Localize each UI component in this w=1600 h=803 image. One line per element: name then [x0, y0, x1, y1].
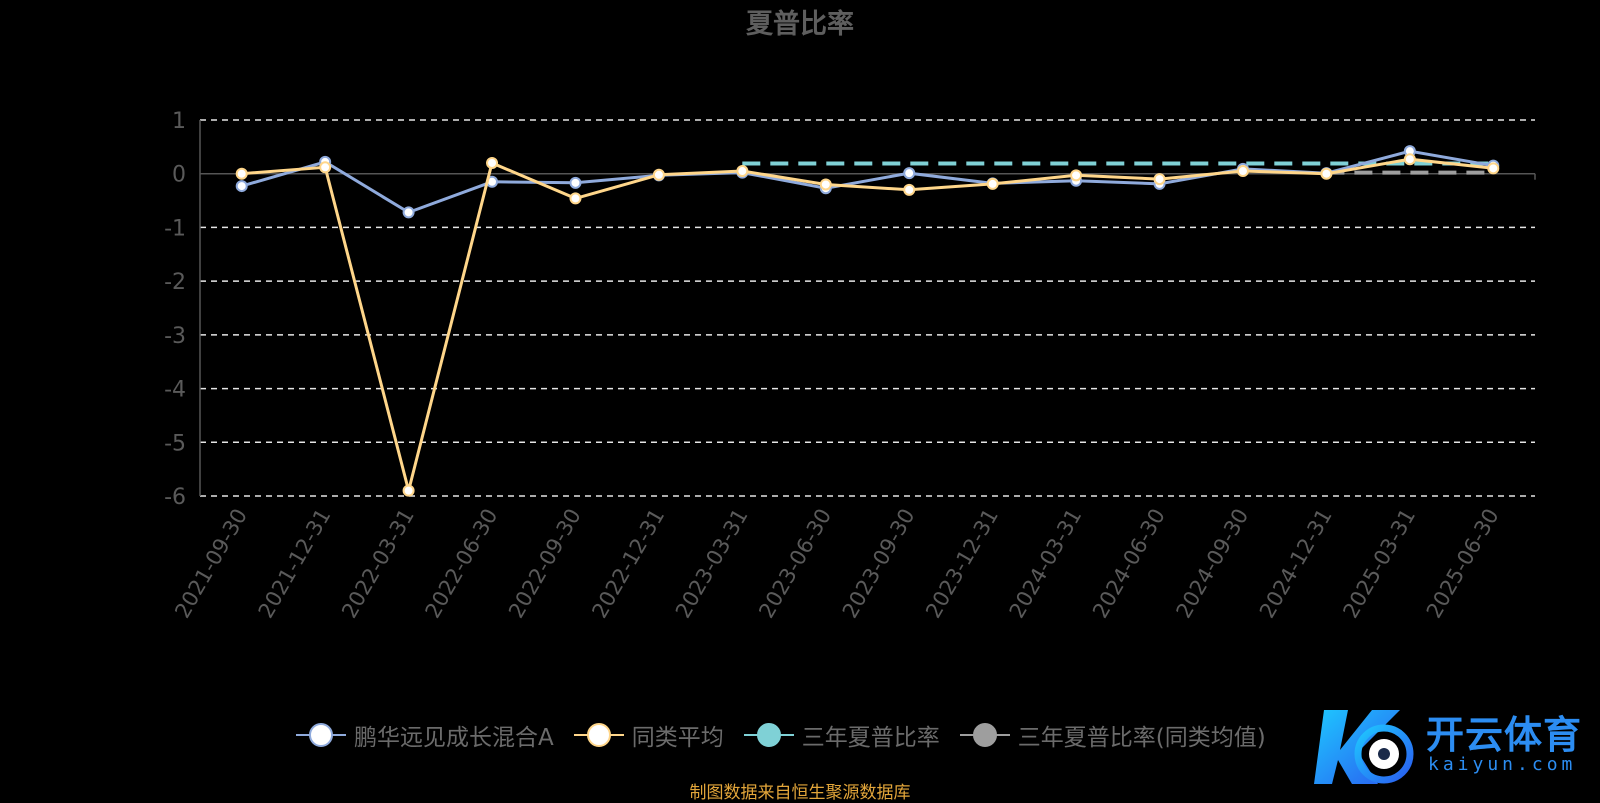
x-tick-label: 2023-03-31 — [671, 505, 753, 623]
data-point-series-0 — [235, 180, 248, 193]
legend-label-fund: 鹏华远见成长混合A — [354, 725, 554, 751]
data-point-series-1 — [1153, 173, 1166, 186]
y-tick-label: 0 — [172, 163, 186, 188]
x-tick-label: 2025-03-31 — [1338, 505, 1420, 623]
data-point-series-1 — [1403, 153, 1416, 166]
data-point-series-0 — [402, 206, 415, 219]
x-tick-label: 2024-12-31 — [1255, 505, 1337, 623]
data-point-series-0 — [903, 167, 916, 180]
legend-item-fund[interactable]: 鹏华远见成长混合A — [296, 718, 554, 752]
legend-marker-fund — [296, 722, 346, 748]
chart-title: 夏普比率 — [746, 8, 854, 40]
data-point-series-1 — [736, 165, 749, 178]
legend-marker-three-year-sharpe — [743, 722, 794, 748]
x-tick-label: 2023-09-30 — [838, 505, 920, 623]
legend-label-category-average: 同类平均 — [631, 725, 724, 751]
data-point-series-1 — [903, 183, 916, 196]
logo-text-en: kaiyun.com — [1428, 754, 1577, 775]
legend-item-three-year-sharpe[interactable]: 三年夏普比率 — [743, 718, 940, 752]
data-point-series-1 — [1487, 162, 1500, 175]
x-tick-label: 2023-12-31 — [921, 505, 1003, 623]
data-point-series-1 — [986, 177, 999, 190]
data-point-series-1 — [319, 161, 332, 174]
x-tick-label: 2022-12-31 — [587, 505, 669, 623]
y-tick-label: -1 — [164, 216, 186, 241]
x-tick-label: 2022-03-31 — [337, 505, 419, 623]
kaiyun-watermark-logo: 开云体育 kaiyun.com — [1314, 700, 1600, 790]
logo-text-cn: 开云体育 — [1426, 713, 1583, 757]
x-tick-label: 2024-09-30 — [1171, 505, 1253, 623]
chart-legend: 鹏华远见成长混合A 同类平均 三年夏普比率 三年夏普比率(同类均值) — [296, 718, 1266, 752]
data-source-note: 制图数据来自恒生聚源数据库 — [689, 783, 911, 803]
y-tick-label: -6 — [164, 485, 186, 510]
y-tick-label: 1 — [172, 109, 186, 134]
x-tick-label: 2024-03-31 — [1005, 505, 1087, 623]
data-point-series-1 — [1236, 165, 1249, 178]
data-point-series-1 — [652, 168, 665, 181]
data-point-series-1 — [569, 192, 582, 205]
y-tick-label: -2 — [164, 270, 186, 295]
x-tick-label: 2022-09-30 — [504, 505, 586, 623]
data-point-series-0 — [569, 176, 582, 189]
legend-marker-three-year-sharpe-category — [959, 722, 1010, 748]
legend-item-three-year-sharpe-category[interactable]: 三年夏普比率(同类均值) — [959, 718, 1266, 752]
x-tick-label: 2021-09-30 — [170, 505, 252, 623]
legend-marker-category-average — [573, 722, 624, 748]
x-tick-label: 2024-06-30 — [1088, 505, 1170, 623]
x-tick-label: 2025-06-30 — [1422, 505, 1504, 623]
data-point-series-1 — [402, 484, 415, 497]
data-point-series-1 — [235, 167, 248, 180]
legend-item-category-average[interactable]: 同类平均 — [573, 718, 724, 752]
data-point-series-1 — [486, 156, 499, 169]
x-tick-label: 2021-12-31 — [254, 505, 336, 623]
x-tick-label: 2022-06-30 — [421, 505, 503, 623]
y-tick-label: -4 — [164, 378, 186, 403]
data-point-series-1 — [819, 178, 832, 191]
kaiyun-logo-icon — [1314, 710, 1414, 784]
series-line-0 — [241, 149, 1494, 215]
y-tick-label: -3 — [164, 324, 186, 349]
series-line-1 — [241, 157, 1494, 491]
y-tick-label: -5 — [164, 431, 186, 456]
data-point-series-1 — [1320, 167, 1333, 180]
legend-label-three-year-sharpe-category: 三年夏普比率(同类均值) — [1017, 725, 1266, 751]
x-tick-label: 2023-06-30 — [754, 505, 836, 623]
legend-label-three-year-sharpe: 三年夏普比率 — [801, 725, 940, 751]
data-point-series-1 — [1070, 169, 1083, 182]
